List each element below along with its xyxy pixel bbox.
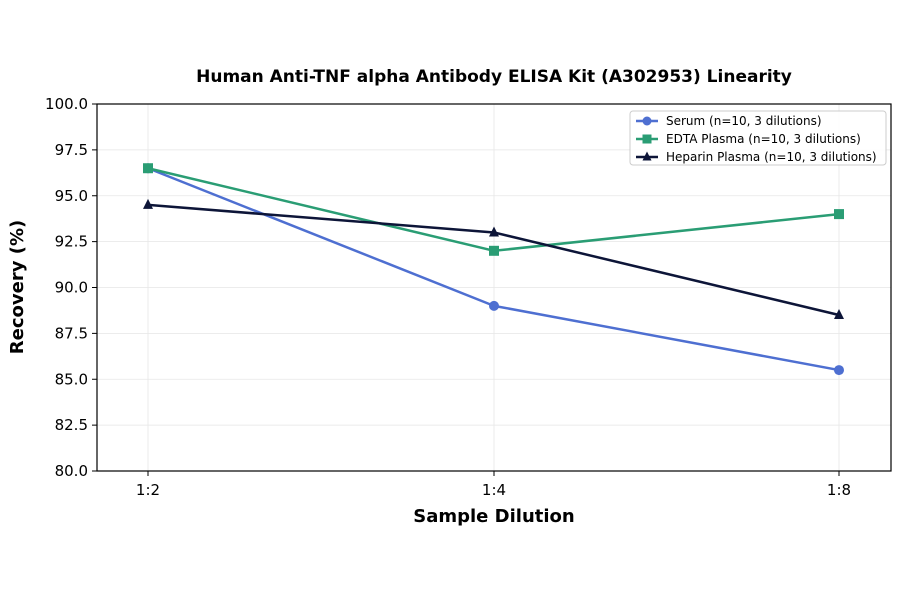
series-layer [143, 163, 844, 376]
legend-box [629, 110, 887, 166]
y-tick-label: 90.0 [55, 279, 88, 297]
y-tick-label: 85.0 [55, 370, 88, 388]
data-point [834, 365, 844, 376]
x-axis-label: Sample Dilution [413, 506, 574, 527]
series-1 [143, 163, 844, 376]
legend-marker [642, 134, 652, 144]
y-tick-label: 95.0 [55, 187, 88, 205]
x-tick-label: 1:8 [827, 481, 851, 499]
series-3 [143, 198, 844, 320]
data-point [143, 163, 153, 174]
series-line [147, 203, 840, 317]
y-tick-label: 87.5 [55, 324, 88, 342]
legend-label: Serum (n=10, 3 dilutions) [666, 114, 822, 128]
legend-marker [642, 116, 652, 126]
series-2 [143, 163, 844, 256]
data-point [143, 198, 153, 209]
data-point [834, 309, 844, 320]
legend-label: EDTA Plasma (n=10, 3 dilutions) [666, 132, 861, 146]
y-tick-label: 100.0 [45, 95, 88, 113]
data-point [489, 226, 499, 237]
y-tick-label: 97.5 [55, 141, 88, 159]
x-tick-label: 1:2 [136, 481, 160, 499]
y-tick-label: 80.0 [55, 462, 88, 480]
legend-marker [642, 151, 652, 161]
y-axis-label: Recovery (%) [7, 220, 28, 354]
legend: Serum (n=10, 3 dilutions) EDTA Plasma (n=… [629, 110, 887, 166]
data-point [489, 245, 499, 256]
ticks: 80.0 82.5 85.0 87.5 90.0 92.5 95.0 97.5 100.0 1:2… [45, 95, 851, 499]
y-tick-label: 92.5 [55, 233, 88, 251]
data-point [489, 300, 499, 311]
legend-label: Heparin Plasma (n=10, 3 dilutions) [666, 150, 877, 164]
data-point [834, 209, 844, 220]
x-tick-label: 1:4 [482, 481, 506, 499]
chart-title: Human Anti-TNF alpha Antibody ELISA Kit … [196, 67, 792, 87]
series-line [147, 167, 840, 372]
y-tick-label: 82.5 [55, 416, 88, 434]
